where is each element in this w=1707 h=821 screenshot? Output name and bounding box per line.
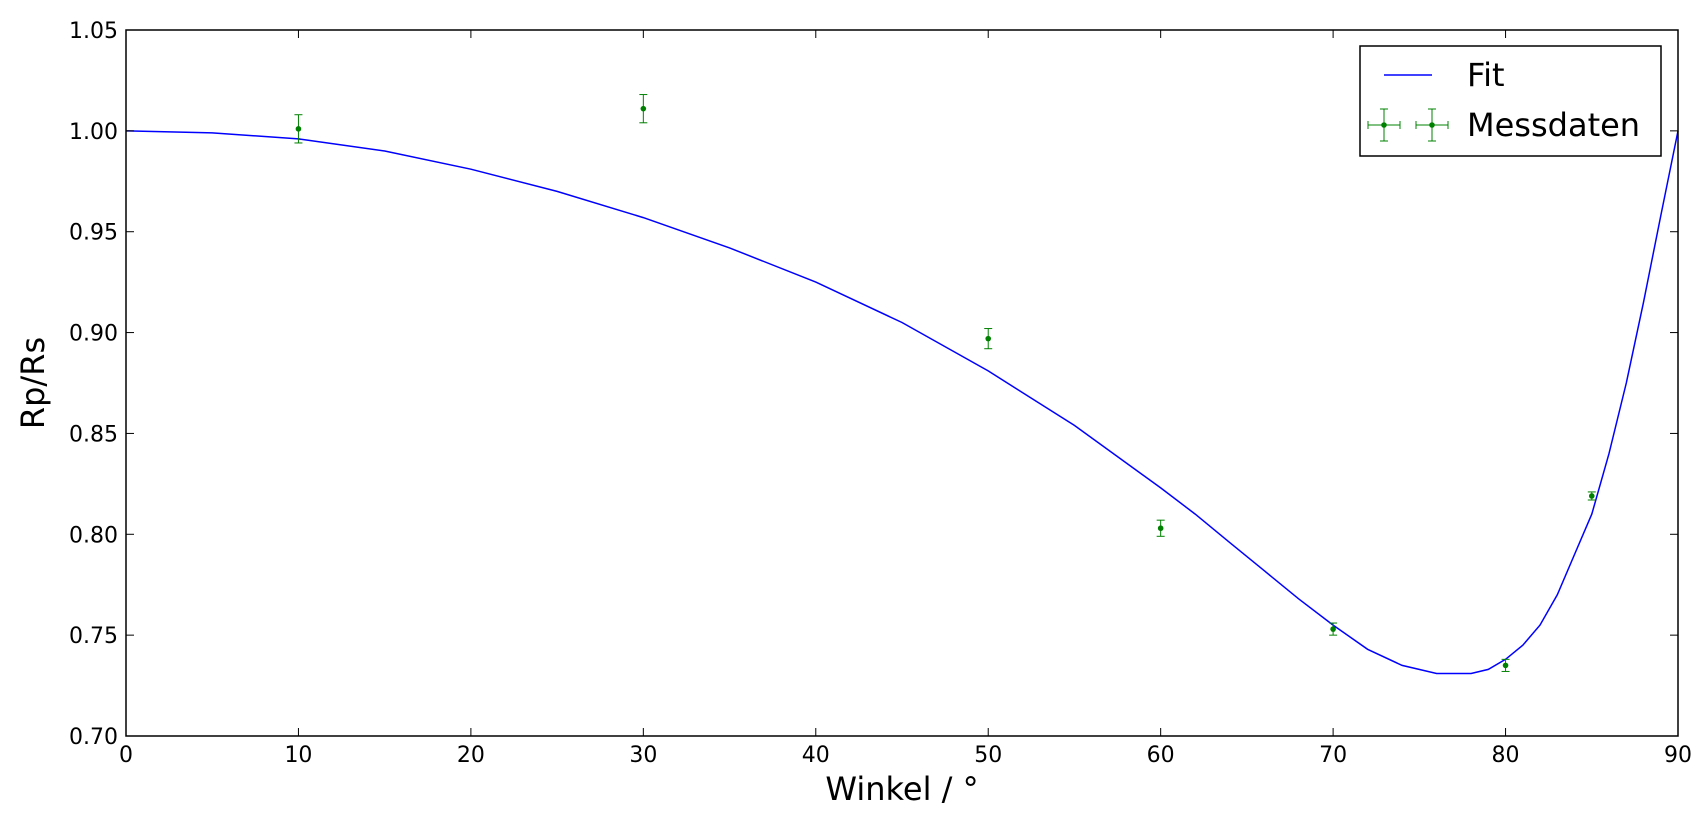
x-tick-label: 80	[1492, 743, 1520, 768]
x-tick-label: 0	[119, 743, 133, 768]
data-point	[640, 105, 647, 112]
y-tick-label: 0.90	[69, 322, 118, 347]
y-tick-label: 0.70	[69, 725, 118, 750]
legend-data-point	[1381, 122, 1387, 128]
data-point	[1330, 626, 1336, 632]
y-tick-label: 1.00	[69, 120, 118, 145]
legend-messdaten-label: Messdaten	[1467, 106, 1640, 144]
data-point	[1502, 662, 1509, 669]
series-layer	[125, 94, 1679, 675]
ticks-layer: 0 10 20 30 40 50 60 70 80 90 0.70 0.75 0.80 0.85 0.90 0…	[69, 19, 1692, 768]
x-tick-label: 30	[629, 743, 657, 768]
y-tick-label: 0.95	[69, 221, 118, 246]
legend-box	[1359, 45, 1662, 157]
legend-messdaten-marker	[1367, 108, 1449, 142]
y-tick-label: 0.75	[69, 624, 118, 649]
data-point	[1157, 525, 1164, 532]
data-point	[985, 335, 992, 342]
y-tick-label: 0.80	[69, 523, 118, 548]
data-point	[1588, 493, 1595, 499]
x-axis-label: Winkel / °	[825, 770, 978, 808]
y-axis-label: Rp/Rs	[14, 337, 52, 429]
x-tick-label: 50	[974, 743, 1002, 768]
legend-fit-label: Fit	[1467, 56, 1505, 94]
legend-data-point	[1429, 122, 1435, 128]
x-tick-label: 20	[457, 743, 485, 768]
x-tick-label: 90	[1664, 743, 1692, 768]
legend: Fit Messdaten	[1359, 45, 1662, 157]
x-tick-label: 60	[1147, 743, 1175, 768]
plot-frame	[125, 29, 1679, 737]
x-tick-label: 10	[284, 743, 312, 768]
data-point	[295, 126, 302, 132]
y-tick-label: 1.05	[69, 19, 118, 44]
x-tick-label: 40	[802, 743, 830, 768]
y-tick-label: 0.85	[69, 422, 118, 447]
x-tick-label: 70	[1319, 743, 1347, 768]
